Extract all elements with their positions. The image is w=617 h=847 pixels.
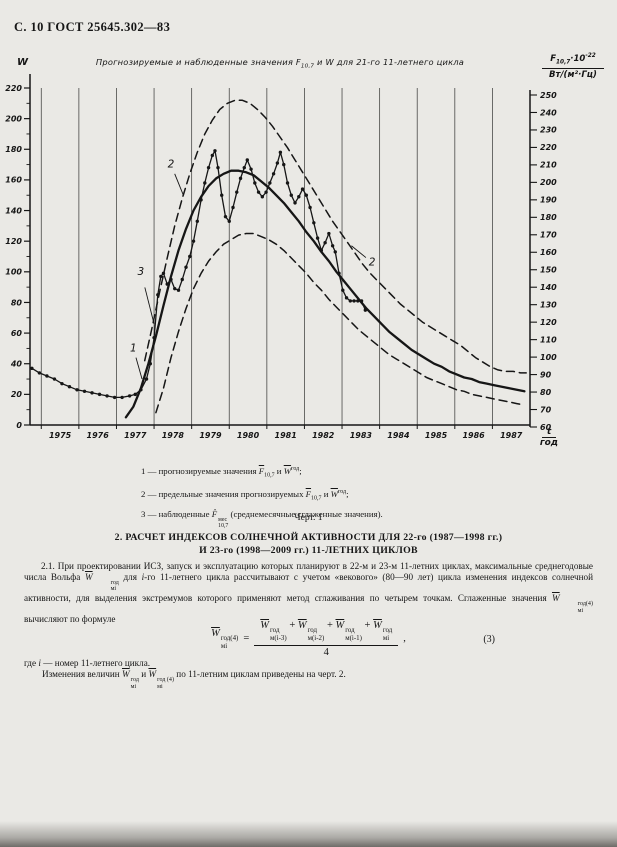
series-lower-limit	[155, 232, 526, 414]
formula-trailing-comma: ,	[403, 633, 406, 645]
svg-text:0: 0	[16, 421, 22, 430]
svg-text:210: 210	[540, 161, 557, 170]
svg-text:220: 220	[540, 143, 557, 152]
gridlines	[40, 88, 493, 425]
svg-text:120: 120	[540, 318, 557, 327]
svg-text:240: 240	[540, 108, 557, 117]
svg-text:100: 100	[5, 268, 22, 277]
left-axis-unit: W	[17, 57, 29, 68]
svg-text:1978: 1978	[162, 431, 185, 440]
svg-text:1975: 1975	[49, 431, 72, 440]
svg-text:1982: 1982	[312, 431, 335, 440]
where-clause: где i — номер 11-летнего цикла.	[24, 658, 151, 668]
svg-text:1984: 1984	[387, 431, 410, 440]
svg-text:3: 3	[138, 266, 145, 278]
svg-text:1976: 1976	[87, 431, 110, 440]
svg-text:60: 60	[11, 329, 23, 338]
svg-text:200: 200	[5, 114, 22, 123]
svg-text:140: 140	[540, 283, 557, 292]
svg-text:2: 2	[369, 257, 376, 269]
svg-text:190: 190	[540, 196, 557, 205]
svg-text:90: 90	[540, 370, 552, 379]
svg-text:120: 120	[5, 237, 22, 246]
svg-text:1981: 1981	[275, 431, 297, 440]
section-heading: 2. РАСЧЕТ ИНДЕКСОВ СОЛНЕЧНОЙ АКТИВНОСТИ …	[0, 531, 617, 557]
scan-shadow	[0, 821, 617, 847]
series-predicted-mean	[124, 169, 526, 419]
svg-text:20: 20	[11, 390, 23, 399]
svg-text:160: 160	[540, 248, 557, 257]
page-header: С. 10 ГОСТ 25645.302—83	[14, 20, 171, 34]
svg-text:1987: 1987	[500, 431, 523, 440]
svg-text:2: 2	[168, 159, 175, 171]
svg-text:1983: 1983	[350, 431, 373, 440]
right-axis-unit-denominator: Вт/(м²·Гц)	[549, 69, 597, 80]
svg-text:1980: 1980	[237, 431, 260, 440]
x-axis-ticks: 1975 1976 1977 1978 1979 1980 1981 1982 1983 1984…	[40, 425, 523, 440]
legend-item-3: 3 — наблюденные Fмес10,7 (среднемесячные…	[141, 506, 383, 530]
right-axis-unit: F10,7·10-22 Вт/(м²·Гц)	[534, 53, 612, 80]
x-axis-unit: t год	[536, 427, 562, 449]
section-heading-line-1: 2. РАСЧЕТ ИНДЕКСОВ СОЛНЕЧНОЙ АКТИВНОСТИ …	[114, 532, 503, 543]
svg-text:40: 40	[10, 360, 23, 369]
solar-activity-chart: 2202001801601401201008060402002502402302…	[5, 74, 557, 440]
svg-text:180: 180	[540, 213, 557, 222]
series-upper-limit	[143, 99, 527, 374]
fraction-denominator: 4	[323, 646, 329, 658]
legend-item-1: 1 — прогнозируемые значения F10,7 и Wгод…	[141, 465, 302, 479]
svg-text:1: 1	[130, 342, 137, 354]
section-heading-line-2: И 23-го (1998—2009 гг.) 11-ЛЕТНИХ ЦИКЛОВ	[199, 545, 418, 556]
svg-text:80: 80	[540, 388, 552, 397]
svg-text:250: 250	[540, 91, 557, 100]
svg-text:160: 160	[5, 176, 22, 185]
chart-legend: 1 — прогнозируемые значения F10,7 и Wгод…	[141, 461, 383, 530]
axes	[29, 74, 531, 427]
svg-text:150: 150	[540, 266, 557, 275]
svg-text:200: 200	[540, 178, 557, 187]
paragraph-2-1: 2.1. При проектировании ИСЗ, запуск и эк…	[24, 561, 593, 625]
svg-text:110: 110	[540, 335, 557, 344]
chart-title: Прогнозируемые и наблюденные значения F1…	[95, 57, 465, 70]
curve-labels: 1 2 3 2	[130, 159, 376, 380]
svg-text:230: 230	[540, 126, 557, 135]
svg-text:60: 60	[540, 423, 552, 432]
svg-text:130: 130	[540, 300, 557, 309]
equation-number: (3)	[483, 634, 495, 645]
right-axis-ticks: 250 240 230 220 210 200 190 180 170 160 150 140 130 1…	[530, 91, 557, 432]
svg-text:140: 140	[5, 206, 22, 215]
svg-text:1979: 1979	[199, 431, 222, 440]
svg-text:70: 70	[540, 405, 552, 414]
svg-text:180: 180	[5, 145, 22, 154]
svg-text:100: 100	[540, 353, 557, 362]
svg-text:1977: 1977	[124, 431, 147, 440]
right-axis-unit-numerator: F10,7·10-22	[542, 53, 604, 69]
svg-text:1985: 1985	[425, 431, 448, 440]
legend-item-2: 2 — предельные значения прогнозируемых F…	[141, 488, 349, 502]
svg-text:80: 80	[11, 298, 23, 307]
svg-text:1986: 1986	[462, 431, 485, 440]
equals-sign: =	[243, 633, 250, 645]
x-axis-unit-numerator: t	[542, 427, 556, 439]
x-axis-unit-denominator: год	[539, 438, 559, 449]
figure-caption: Черт. 1	[294, 512, 323, 523]
series-observed	[30, 149, 368, 400]
svg-text:170: 170	[540, 231, 557, 240]
svg-text:220: 220	[5, 84, 22, 93]
